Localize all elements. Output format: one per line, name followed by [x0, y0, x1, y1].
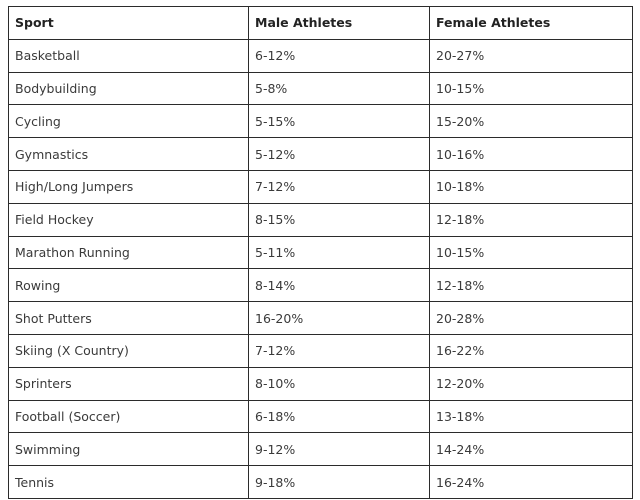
table-row: Football (Soccer) 6-18% 13-18%	[8, 399, 633, 434]
cell-male: 16-20%	[248, 301, 430, 335]
cell-sport: Cycling	[8, 104, 249, 139]
cell-sport: Swimming	[8, 432, 249, 467]
cell-male: 9-12%	[248, 432, 430, 467]
table-row: Marathon Running 5-11% 10-15%	[8, 235, 633, 270]
cell-male: 5-11%	[248, 235, 430, 270]
cell-male: 5-15%	[248, 104, 430, 139]
table-row: Rowing 8-14% 12-18%	[8, 268, 633, 303]
table-row: Sprinters 8-10% 12-20%	[8, 366, 633, 401]
cell-sport: Gymnastics	[8, 137, 249, 171]
cell-female: 16-24%	[429, 465, 633, 499]
table-row: Bodybuilding 5-8% 10-15%	[8, 71, 633, 106]
cell-male: 8-14%	[248, 268, 430, 303]
cell-female: 12-20%	[429, 366, 633, 401]
header-sport: Sport	[8, 6, 249, 40]
cell-male: 8-10%	[248, 366, 430, 401]
cell-sport: Shot Putters	[8, 301, 249, 335]
cell-female: 10-15%	[429, 71, 633, 106]
cell-sport: Rowing	[8, 268, 249, 303]
cell-sport: Basketball	[8, 38, 249, 73]
cell-female: 15-20%	[429, 104, 633, 139]
table-row: Tennis 9-18% 16-24%	[8, 465, 633, 499]
table-row: Basketball 6-12% 20-27%	[8, 38, 633, 73]
header-male-athletes: Male Athletes	[248, 6, 430, 40]
table-header-row: Sport Male Athletes Female Athletes	[8, 6, 633, 40]
table-row: Field Hockey 8-15% 12-18%	[8, 202, 633, 237]
cell-male: 9-18%	[248, 465, 430, 499]
cell-sport: Football (Soccer)	[8, 399, 249, 434]
cell-female: 14-24%	[429, 432, 633, 467]
cell-sport: Marathon Running	[8, 235, 249, 270]
cell-male: 8-15%	[248, 202, 430, 237]
table-row: High/Long Jumpers 7-12% 10-18%	[8, 169, 633, 204]
cell-female: 12-18%	[429, 202, 633, 237]
cell-sport: Field Hockey	[8, 202, 249, 237]
cell-female: 13-18%	[429, 399, 633, 434]
table-row: Gymnastics 5-12% 10-16%	[8, 137, 633, 171]
cell-male: 7-12%	[248, 169, 430, 204]
body-fat-table: Sport Male Athletes Female Athletes Bask…	[8, 6, 633, 499]
header-female-athletes: Female Athletes	[429, 6, 633, 40]
cell-sport: Bodybuilding	[8, 71, 249, 106]
cell-male: 5-8%	[248, 71, 430, 106]
table-row: Cycling 5-15% 15-20%	[8, 104, 633, 139]
cell-sport: High/Long Jumpers	[8, 169, 249, 204]
cell-male: 5-12%	[248, 137, 430, 171]
cell-sport: Skiing (X Country)	[8, 333, 249, 368]
cell-sport: Sprinters	[8, 366, 249, 401]
cell-male: 6-18%	[248, 399, 430, 434]
cell-female: 12-18%	[429, 268, 633, 303]
cell-male: 7-12%	[248, 333, 430, 368]
cell-male: 6-12%	[248, 38, 430, 73]
table-row: Skiing (X Country) 7-12% 16-22%	[8, 333, 633, 368]
cell-female: 10-16%	[429, 137, 633, 171]
cell-female: 20-27%	[429, 38, 633, 73]
cell-female: 20-28%	[429, 301, 633, 335]
cell-sport: Tennis	[8, 465, 249, 499]
table-row: Swimming 9-12% 14-24%	[8, 432, 633, 467]
cell-female: 10-18%	[429, 169, 633, 204]
table-row: Shot Putters 16-20% 20-28%	[8, 301, 633, 335]
cell-female: 16-22%	[429, 333, 633, 368]
cell-female: 10-15%	[429, 235, 633, 270]
